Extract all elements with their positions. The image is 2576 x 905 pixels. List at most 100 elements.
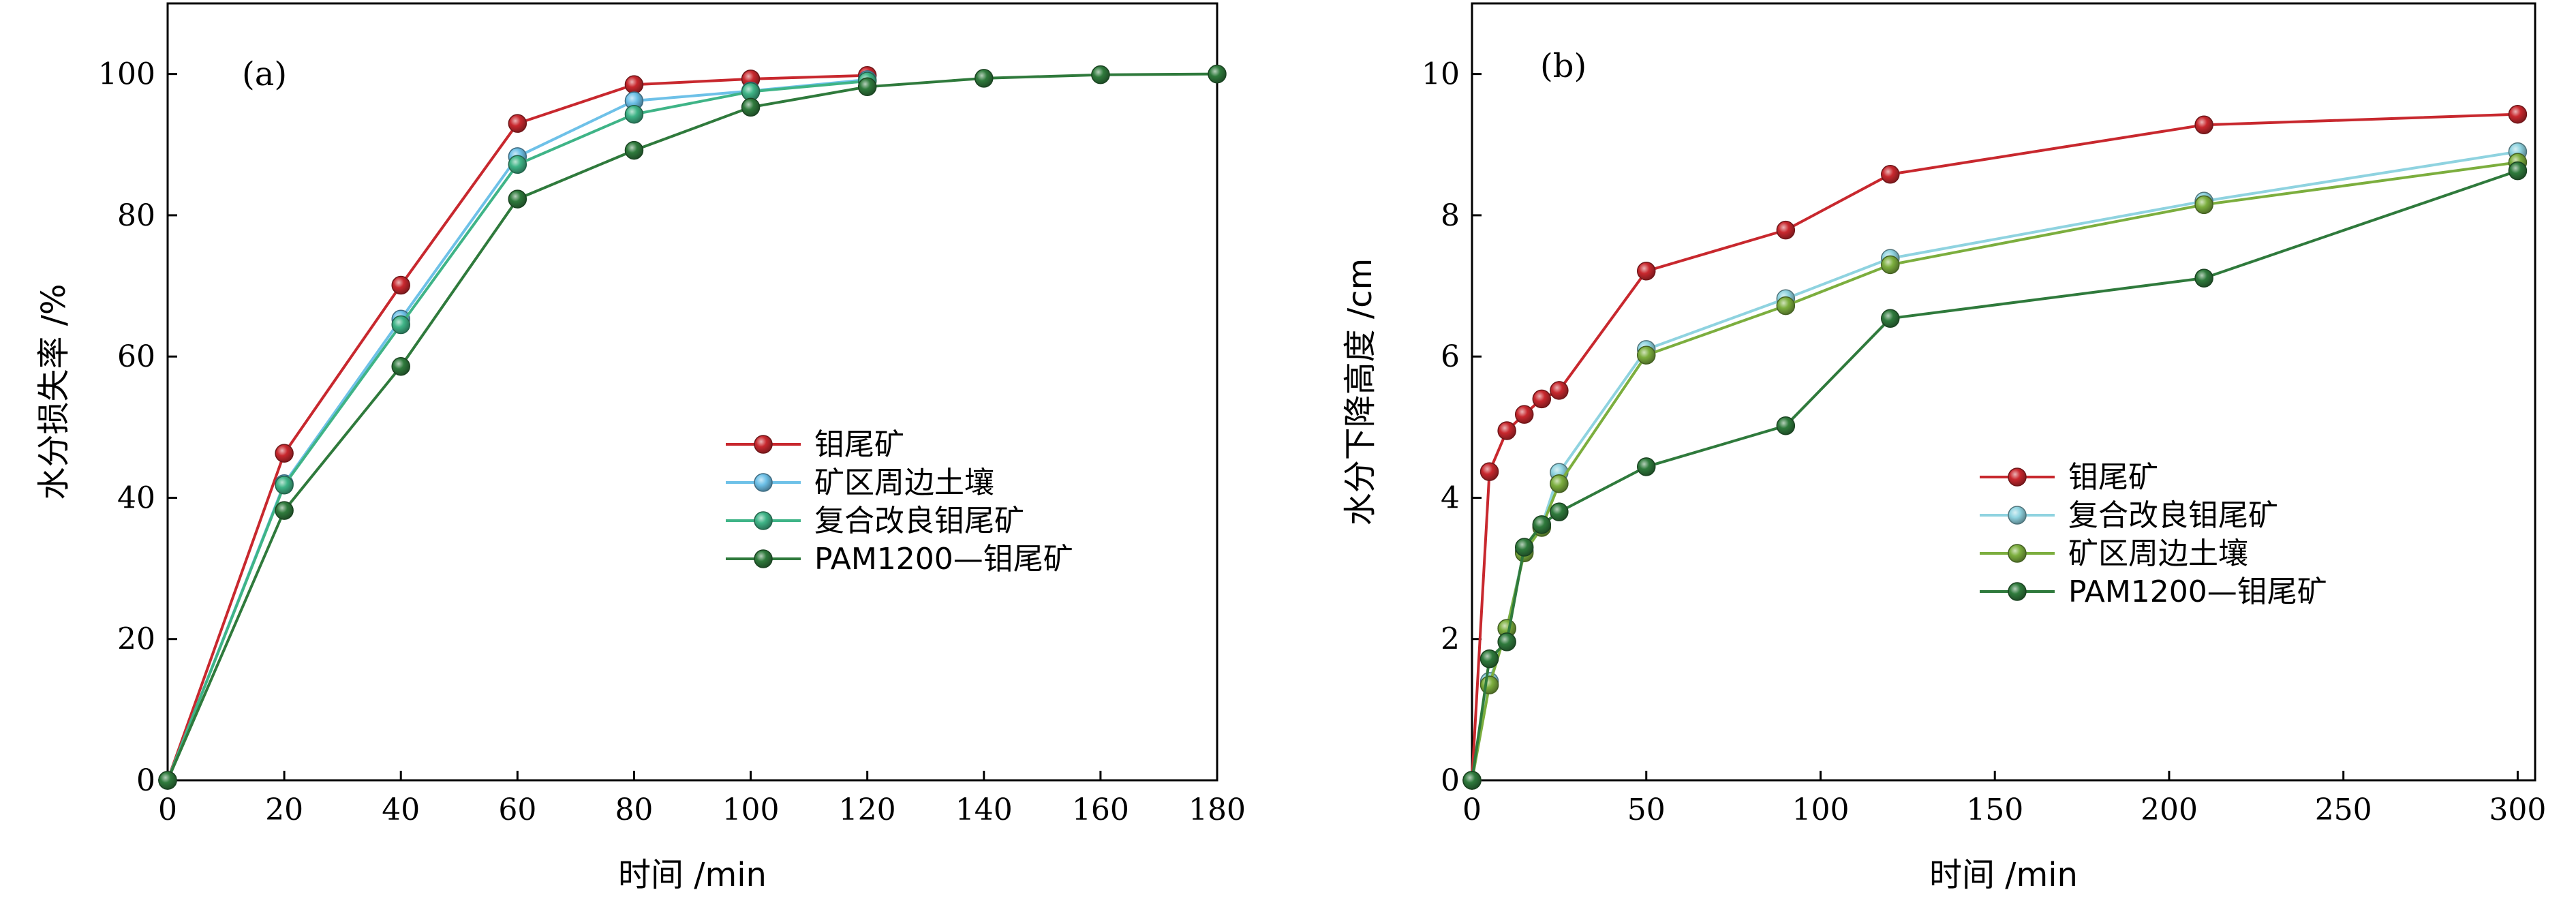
data-point xyxy=(1479,675,1499,694)
x-tick-label: 250 xyxy=(2315,793,2372,827)
legend-marker xyxy=(754,473,773,492)
data-point xyxy=(1881,165,1900,184)
x-tick-label: 200 xyxy=(2141,793,2198,827)
x-tick-label: 40 xyxy=(382,793,420,827)
legend-label: PAM1200—钼尾矿 xyxy=(814,542,1073,577)
panel-label-b: (b) xyxy=(1540,47,1586,85)
data-point xyxy=(1091,65,1110,85)
data-point xyxy=(1479,649,1499,669)
legend-label: 钼尾矿 xyxy=(2068,460,2158,495)
y-tick-label: 20 xyxy=(117,622,155,657)
x-tick-label: 50 xyxy=(1627,793,1666,827)
legend-marker xyxy=(754,511,773,530)
series-line-4 xyxy=(1471,169,2519,781)
data-point xyxy=(2194,195,2213,215)
series-line-4 xyxy=(166,72,1218,781)
data-point xyxy=(1514,405,1534,424)
legend-label: 复合改良钼尾矿 xyxy=(814,504,1024,538)
data-point xyxy=(2194,269,2213,288)
data-point xyxy=(1497,632,1516,651)
data-point xyxy=(508,189,527,209)
data-point xyxy=(1462,771,1482,790)
y-tick-label: 10 xyxy=(1422,57,1460,92)
y-axis-title-a: 水分损失率 /% xyxy=(35,283,73,500)
data-point xyxy=(1776,416,1796,435)
panel-label-a: (a) xyxy=(242,55,287,93)
data-point xyxy=(1532,515,1552,534)
x-tick-label: 60 xyxy=(498,793,536,827)
y-tick-label: 60 xyxy=(117,339,155,374)
data-point xyxy=(1550,474,1569,493)
legend-label: 矿区周边土壤 xyxy=(814,465,994,500)
data-point xyxy=(975,69,994,88)
data-point xyxy=(1532,389,1552,409)
data-point xyxy=(275,476,294,495)
x-tick-label: 20 xyxy=(265,793,303,827)
data-point xyxy=(1479,462,1499,481)
legend-label: 钼尾矿 xyxy=(814,427,904,462)
x-tick-label: 0 xyxy=(1462,793,1482,827)
plot-frame-b xyxy=(1471,2,2536,782)
data-point xyxy=(391,275,410,295)
x-tick-label: 140 xyxy=(955,793,1013,827)
panel-a: 0 20 40 60 80 100 120 140 160 180 0 20 40 60 80 100 (a)… xyxy=(35,2,1246,894)
series-line-1 xyxy=(1471,112,2518,781)
data-point xyxy=(508,114,527,133)
y-axis-title-b: 水分下降高度 /cm xyxy=(1341,258,1379,526)
data-point xyxy=(508,155,527,174)
y-tick-label: 4 xyxy=(1441,480,1460,515)
data-point xyxy=(1881,309,1900,328)
x-axis-title-b: 时间 /min xyxy=(1929,856,2078,894)
legend-marker xyxy=(2008,544,2027,563)
panel-b: 0 50 100 150 200 250 300 0 2 4 6 8 10 (b) 时间 /min 水分… xyxy=(1341,2,2546,894)
legend-marker xyxy=(754,435,773,454)
axis-ticks-b: 0 50 100 150 200 250 300 0 2 4 6 8 10 xyxy=(1422,57,2546,827)
data-point xyxy=(1514,538,1534,557)
legend-marker xyxy=(2008,506,2027,525)
data-point xyxy=(1776,296,1796,316)
data-point xyxy=(275,444,294,463)
data-point xyxy=(1636,457,1656,476)
legend-label: 复合改良钼尾矿 xyxy=(2068,498,2278,533)
y-tick-label: 2 xyxy=(1441,622,1460,657)
legend-marker xyxy=(2008,467,2027,487)
data-point xyxy=(1497,421,1516,440)
x-tick-label: 100 xyxy=(722,793,780,827)
data-point xyxy=(624,75,644,94)
y-tick-label: 80 xyxy=(117,198,155,233)
plot-frame-a xyxy=(166,2,1218,782)
data-point xyxy=(1208,64,1227,84)
x-tick-label: 160 xyxy=(1072,793,1129,827)
x-tick-label: 100 xyxy=(1792,793,1849,827)
data-point xyxy=(1636,262,1656,281)
data-point xyxy=(857,77,877,97)
series-layer-a xyxy=(158,64,1227,790)
data-point xyxy=(2194,115,2213,135)
y-tick-label: 100 xyxy=(98,57,155,92)
y-tick-label: 0 xyxy=(136,763,155,798)
legend-marker xyxy=(754,549,773,568)
legend-label: 矿区周边土壤 xyxy=(2068,536,2248,571)
data-point xyxy=(741,97,761,117)
data-point xyxy=(2508,161,2528,181)
y-tick-label: 6 xyxy=(1441,339,1460,374)
legend-label: PAM1200—钼尾矿 xyxy=(2068,574,2327,609)
data-point xyxy=(158,771,177,790)
y-tick-label: 0 xyxy=(1441,763,1460,798)
x-axis-title-a: 时间 /min xyxy=(618,856,767,894)
x-tick-label: 0 xyxy=(158,793,177,827)
data-point xyxy=(1550,502,1569,521)
x-tick-label: 150 xyxy=(1966,793,2023,827)
data-point xyxy=(1776,220,1796,240)
data-point xyxy=(1636,346,1656,365)
series-line-3 xyxy=(166,80,868,781)
y-tick-label: 40 xyxy=(117,480,155,515)
data-point xyxy=(624,104,644,124)
y-tick-label: 8 xyxy=(1441,198,1460,233)
data-point xyxy=(391,356,410,376)
data-point xyxy=(1550,381,1569,400)
series-line-2 xyxy=(166,78,868,781)
